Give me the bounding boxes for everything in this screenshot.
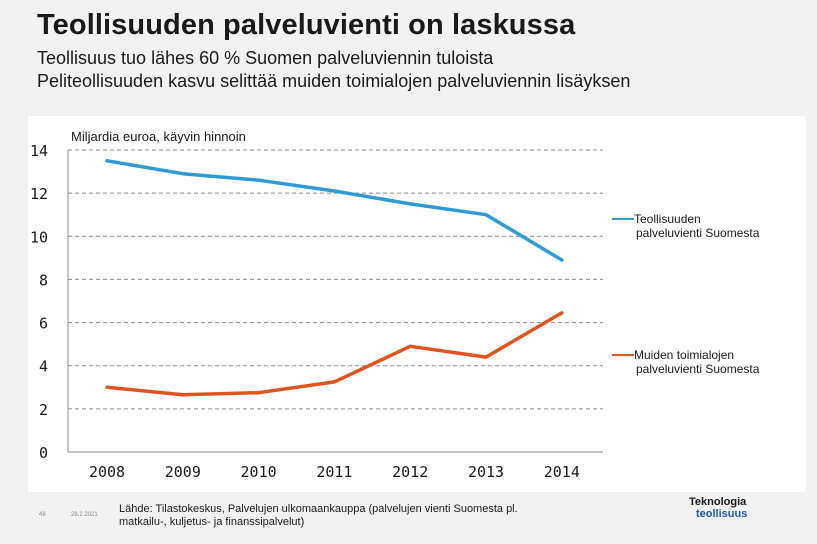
data-point-s2-2010 xyxy=(257,391,261,395)
y-tick-label-10: 10 xyxy=(30,228,48,246)
page-number: 48 xyxy=(39,512,46,518)
footer-date: 28.2.2021 xyxy=(71,512,98,518)
data-point-s2-2009 xyxy=(181,393,185,397)
data-point-s2-2008 xyxy=(105,385,109,389)
legend-label-2-line-1: Muiden toimialojen xyxy=(634,348,734,362)
y-tick-label-0: 0 xyxy=(39,444,48,462)
series-line-1 xyxy=(105,159,564,262)
footer-band xyxy=(0,492,817,544)
x-tick-label-2014: 2014 xyxy=(544,463,580,481)
logo-line-1: Teknologia xyxy=(689,496,747,508)
data-point-s2-2012 xyxy=(408,344,412,348)
x-tick-label-2012: 2012 xyxy=(392,463,428,481)
data-point-s1-2011 xyxy=(332,189,336,193)
source-note: Lähde: Tilastokeskus, Palvelujen ulkomaa… xyxy=(119,503,518,528)
data-point-s1-2012 xyxy=(408,202,412,206)
data-point-s1-2013 xyxy=(484,213,488,217)
data-point-s2-2011 xyxy=(332,380,336,384)
x-tick-label-2008: 2008 xyxy=(89,463,125,481)
y-tick-label-6: 6 xyxy=(39,315,48,333)
left-margin-band xyxy=(0,116,28,544)
subtitle-line-1: Teollisuus tuo lähes 60 % Suomen palvelu… xyxy=(37,48,494,68)
y-tick-label-12: 12 xyxy=(30,185,48,203)
legend-label-1-line-1: Teollisuuden xyxy=(634,212,701,226)
x-tick-label-2011: 2011 xyxy=(316,463,352,481)
legend-label-1-line-2: palveluvienti Suomesta xyxy=(636,226,760,240)
legend-label-2-line-2: palveluvienti Suomesta xyxy=(636,362,760,376)
header-band xyxy=(0,0,817,116)
y-tick-label-14: 14 xyxy=(30,142,48,160)
unit-label: Miljardia euroa, käyvin hinnoin xyxy=(71,129,246,144)
data-point-s1-2008 xyxy=(105,159,109,163)
teknologiateollisuus-logo: Teknologia teollisuus xyxy=(689,496,789,520)
y-tick-label-2: 2 xyxy=(39,401,48,419)
x-tick-label-2010: 2010 xyxy=(241,463,277,481)
data-point-s2-2014 xyxy=(560,311,564,315)
y-tick-label-8: 8 xyxy=(39,271,48,289)
logo-line-2: teollisuus xyxy=(696,508,748,520)
subtitle-line-2: Peliteollisuuden kasvu selittää muiden t… xyxy=(37,71,631,91)
page-title: Teollisuuden palveluvienti on laskussa xyxy=(37,9,576,41)
x-tick-label-2013: 2013 xyxy=(468,463,504,481)
y-tick-label-4: 4 xyxy=(39,358,48,376)
data-point-s1-2014 xyxy=(560,258,564,262)
right-margin-band xyxy=(806,116,817,544)
data-point-s2-2013 xyxy=(484,355,488,359)
data-point-s1-2010 xyxy=(257,178,261,182)
data-point-s1-2009 xyxy=(181,172,185,176)
x-tick-label-2009: 2009 xyxy=(165,463,201,481)
